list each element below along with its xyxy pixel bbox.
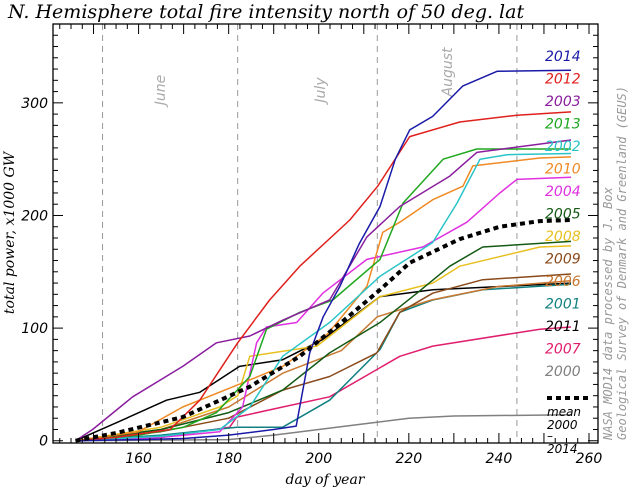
legend-mean-label: 2014 xyxy=(547,442,578,456)
y-tick-label: 200 xyxy=(21,208,48,224)
mean-line xyxy=(75,218,572,443)
legend-entry-2001: 2001 xyxy=(545,297,581,313)
series-line-2001 xyxy=(75,283,572,442)
legend-entry-2014: 2014 xyxy=(545,49,581,65)
chart-title: N. Hemisphere total fire intensity north… xyxy=(7,1,524,23)
y-tick-label: 300 xyxy=(21,96,48,112)
series-line-2008 xyxy=(75,245,572,442)
legend-entry-2000: 2000 xyxy=(545,364,581,380)
series-line-2006 xyxy=(75,280,572,442)
month-label-july: July xyxy=(313,77,329,106)
x-tick-label: 180 xyxy=(215,451,242,467)
legend-entry-2002: 2002 xyxy=(545,139,581,155)
legend-entry-2004: 2004 xyxy=(545,184,581,200)
legend-entry-2010: 2010 xyxy=(545,162,581,178)
series-line-2004 xyxy=(75,176,572,442)
x-tick-label: 220 xyxy=(395,451,422,467)
series-line-2009 xyxy=(75,273,572,442)
legend-entry-2013: 2013 xyxy=(545,117,581,133)
series-line-2003 xyxy=(75,139,572,442)
legend-entry-2003: 2003 xyxy=(545,94,581,110)
legend-entry-2011: 2011 xyxy=(545,319,581,335)
month-label-june: June xyxy=(153,75,169,109)
credit-line-1: NASA MOD14 data processed by J. Box xyxy=(601,186,615,441)
legend-entry-2007: 2007 xyxy=(545,342,581,358)
series-line-2012 xyxy=(75,111,572,442)
legend-mean-label: 2000 xyxy=(547,418,578,432)
series-line-2011 xyxy=(75,282,572,442)
y-tick-label: 0 xyxy=(39,434,48,450)
series-line-2005 xyxy=(75,240,572,442)
legend-mean-label: mean xyxy=(547,405,581,419)
series-line-2014 xyxy=(75,69,572,442)
x-tick-label: 240 xyxy=(486,451,513,467)
x-tick-label: 200 xyxy=(305,451,332,467)
series-line-2000 xyxy=(75,414,572,442)
plot-frame xyxy=(52,23,599,444)
legend-entry-2012: 2012 xyxy=(545,72,581,88)
y-tick-label: 100 xyxy=(21,321,48,337)
credit-line-2: Geological Survey of Denmark and Greenla… xyxy=(615,86,629,440)
legend-entry-2009: 2009 xyxy=(545,252,581,268)
legend-entry-2005: 2005 xyxy=(545,207,581,223)
y-axis-label: total power, x1000 GW xyxy=(2,150,18,314)
x-axis-label: day of year xyxy=(286,472,366,488)
x-tick-label: 260 xyxy=(576,451,603,467)
series-line-2013 xyxy=(75,148,571,442)
series-line-2002 xyxy=(75,152,572,442)
legend-mean-label: – xyxy=(547,429,553,443)
legend-entry-2006: 2006 xyxy=(545,274,581,290)
x-tick-label: 160 xyxy=(125,451,152,467)
month-label-august: August xyxy=(440,47,456,98)
legend-entry-2008: 2008 xyxy=(545,229,581,245)
series-line-2010 xyxy=(75,156,572,442)
